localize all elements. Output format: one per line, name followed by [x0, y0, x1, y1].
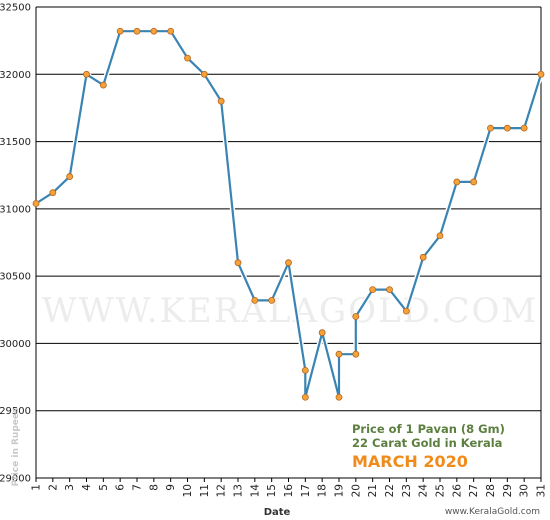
x-tick-label: 25 — [435, 484, 447, 497]
grid-lines — [35, 6, 542, 479]
x-tick-label: 7 — [132, 484, 144, 491]
x-tick-label: 17 — [300, 484, 312, 497]
x-tick-label: 8 — [148, 484, 160, 491]
x-tick-label: 16 — [283, 484, 295, 498]
annotation-line-3: MARCH 2020 — [352, 452, 468, 471]
y-tick-label: 31000 — [0, 204, 31, 215]
data-point — [66, 173, 74, 180]
price-series — [34, 28, 544, 400]
x-tick-label: 18 — [317, 484, 329, 497]
data-point — [83, 70, 90, 78]
x-tick-label: 23 — [401, 484, 413, 497]
series-line-halo — [34, 28, 544, 400]
data-point — [99, 81, 107, 89]
data-point — [503, 124, 511, 132]
y-tick-label: 29500 — [0, 406, 31, 417]
x-tick-label: 21 — [367, 484, 379, 497]
x-tick-label: 5 — [98, 484, 110, 491]
annotation-line-1: Price of 1 Pavan (8 Gm) — [352, 422, 505, 436]
data-point — [268, 296, 276, 304]
x-tick-label: 26 — [451, 484, 463, 498]
data-point — [285, 259, 292, 267]
data-point — [537, 70, 545, 78]
x-tick-label: 19 — [334, 484, 346, 497]
price-markers — [32, 27, 545, 401]
data-point — [234, 259, 242, 267]
watermark: WWW.KERALAGOLD.COM — [42, 291, 538, 331]
data-point — [133, 27, 141, 35]
x-tick-label: 30 — [519, 484, 531, 497]
data-point — [335, 350, 343, 358]
x-tick-label: 15 — [266, 484, 278, 497]
data-point — [184, 54, 191, 62]
x-tick-label: 27 — [468, 484, 480, 497]
data-point — [301, 366, 309, 374]
data-point — [200, 70, 208, 78]
y-tick-label: 32500 — [0, 3, 31, 14]
y-axis-ticks: 29000 29500 30000 30500 31000 31500 32000 32500 — [0, 3, 31, 485]
data-point — [352, 350, 360, 358]
x-tick-label: 31 — [536, 484, 548, 497]
data-point — [487, 124, 494, 132]
data-point — [453, 178, 461, 186]
data-point — [436, 232, 444, 240]
x-tick-label: 4 — [81, 484, 93, 491]
data-point — [49, 189, 57, 197]
x-tick-label: 14 — [249, 484, 261, 498]
series-line — [35, 30, 543, 399]
y-tick-label: 29000 — [0, 474, 31, 485]
y-tick-label: 32000 — [0, 70, 31, 81]
x-tick-label: 20 — [350, 484, 362, 497]
data-point — [419, 253, 427, 261]
data-point — [335, 393, 343, 401]
y-axis-title: Price in Rupees — [11, 408, 21, 487]
data-point — [470, 178, 478, 186]
x-tick-label: 10 — [182, 484, 194, 497]
data-point — [116, 27, 124, 35]
data-point — [217, 97, 225, 105]
x-tick-label: 28 — [485, 484, 497, 497]
data-point — [167, 27, 175, 35]
data-point — [352, 313, 360, 320]
data-point — [369, 286, 377, 294]
data-point — [301, 393, 309, 401]
annotation-line-2: 22 Carat Gold in Kerala — [352, 436, 502, 450]
credit-text: www.KeralaGold.com — [445, 507, 540, 517]
x-axis-ticks: 1 2 3 4 5 6 7 8 9 10 11 12 13 14 15 16 17 18 19 20 21 22 23 24 2… — [31, 478, 548, 497]
data-point — [32, 200, 40, 207]
data-point — [402, 307, 410, 315]
y-tick-label: 30500 — [0, 272, 31, 283]
x-tick-label: 11 — [199, 484, 211, 497]
data-point — [150, 27, 158, 35]
x-axis-title: Date — [264, 507, 291, 518]
x-tick-label: 3 — [64, 484, 76, 491]
y-tick-label: 30000 — [0, 339, 31, 350]
x-tick-label: 6 — [115, 484, 127, 491]
y-tick-label: 31500 — [0, 137, 31, 148]
data-point — [318, 329, 326, 337]
data-point — [251, 296, 259, 304]
x-tick-label: 2 — [47, 484, 59, 491]
data-point — [520, 124, 528, 132]
x-tick-label: 22 — [384, 484, 396, 497]
x-tick-label: 29 — [502, 484, 514, 497]
x-tick-label: 9 — [165, 484, 177, 491]
x-tick-label: 13 — [233, 484, 245, 497]
x-tick-label: 12 — [216, 484, 228, 497]
x-tick-label: 1 — [31, 484, 43, 491]
data-point — [386, 286, 393, 294]
x-tick-label: 24 — [418, 484, 430, 498]
